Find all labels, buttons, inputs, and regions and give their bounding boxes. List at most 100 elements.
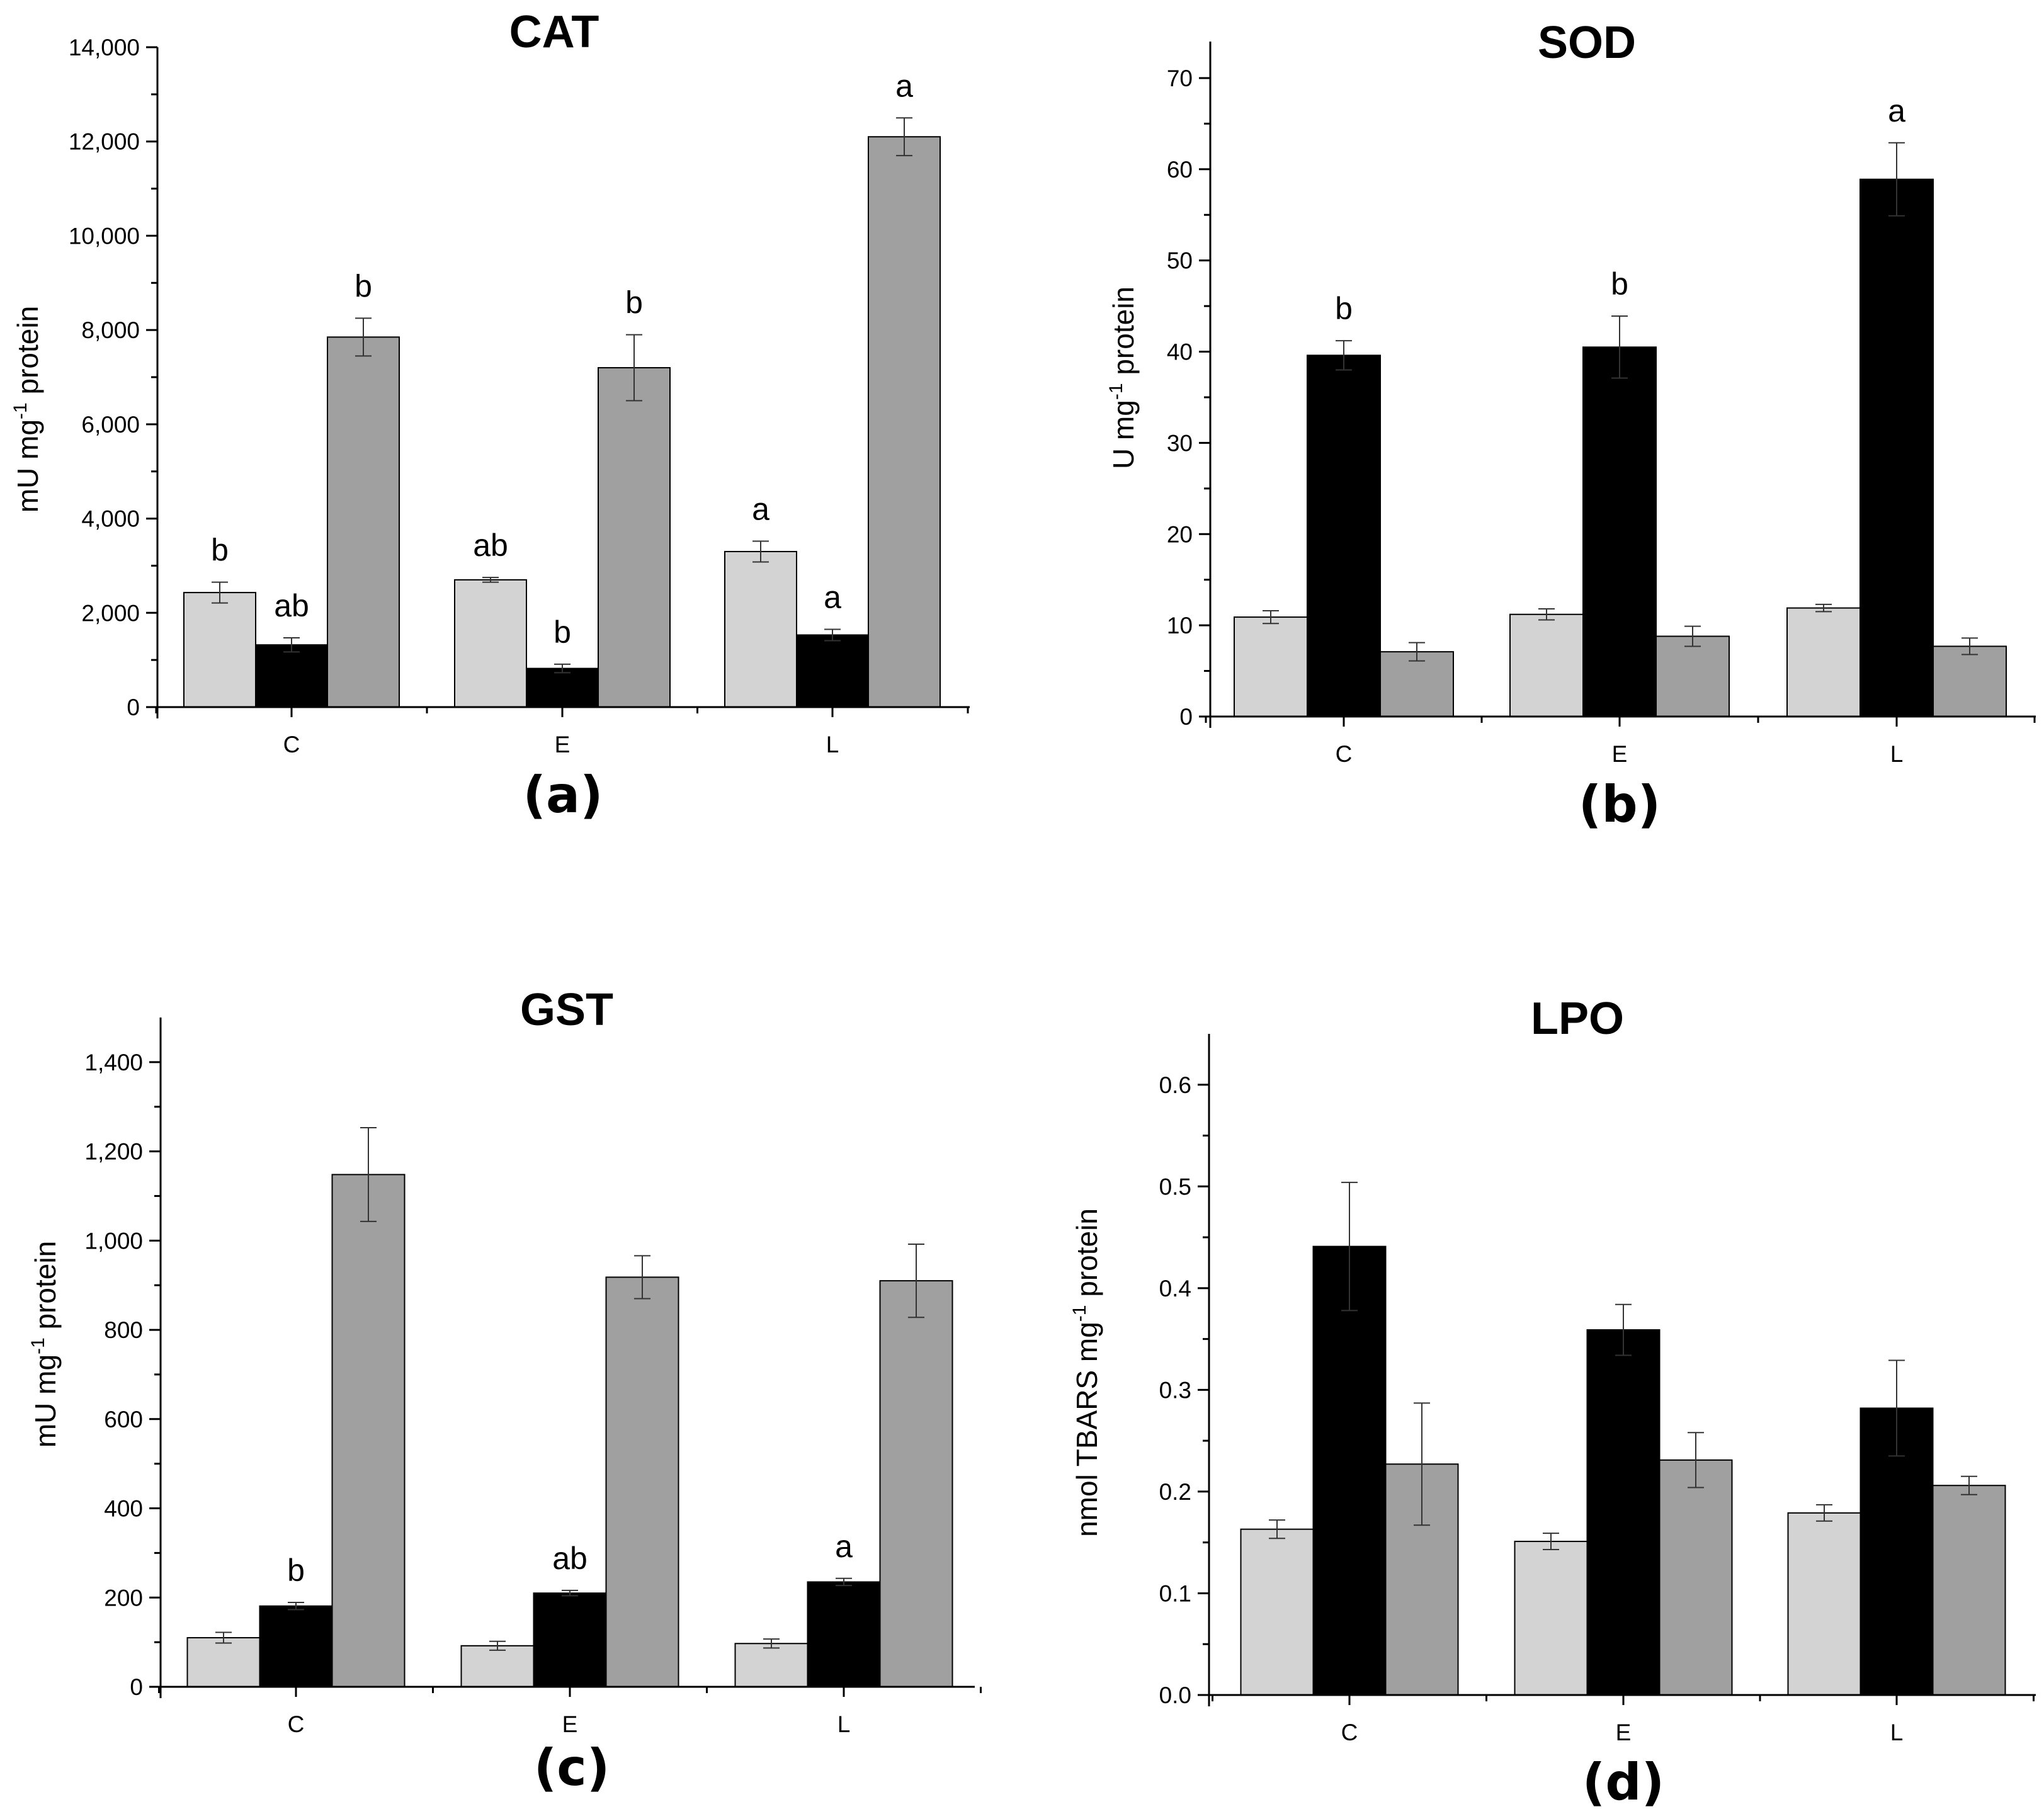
y-axis-label: U mg-1 protein: [1106, 286, 1140, 469]
significance-label: a: [752, 492, 769, 527]
x-tick-label: E: [1612, 741, 1628, 767]
y-tick-label: 10: [1167, 613, 1193, 638]
x-tick-label: C: [283, 732, 300, 757]
x-tick-label: E: [562, 1711, 578, 1737]
y-tick-label: 4,000: [81, 506, 140, 532]
y-tick-label: 0.1: [1159, 1580, 1191, 1606]
bar-e-s3: [1655, 635, 1730, 717]
y-axis-label-tail: protein: [1070, 1208, 1103, 1305]
significance-label: b: [1611, 266, 1628, 302]
x-tick-label: C: [288, 1711, 305, 1737]
bar-l-s2: [807, 1581, 881, 1688]
y-tick-label: 800: [104, 1317, 143, 1343]
x-tick-label: L: [826, 732, 839, 757]
y-axis-label-tail: protein: [11, 306, 44, 402]
bar-c-s2: [255, 644, 328, 708]
y-tick-label: 40: [1167, 339, 1193, 365]
y-tick-label: 8,000: [81, 317, 140, 343]
significance-label: a: [1888, 93, 1905, 128]
y-tick-label: 1,200: [84, 1139, 143, 1165]
bar-l-s3: [1932, 1485, 2006, 1696]
panel-label: (a): [523, 766, 603, 824]
panel-label: (d): [1582, 1753, 1664, 1811]
bar-e-s1: [454, 579, 527, 708]
bar-e-s2: [1586, 1329, 1661, 1696]
y-tick-label: 2,000: [81, 600, 140, 626]
y-tick-label: 70: [1167, 65, 1193, 91]
plot-area: b b a 0 10 20 30 40 50 60 70 C E L: [1167, 42, 2036, 767]
plot-area: b ab a 0 200 400 600 800 1,000 1,200 1,400 C E L: [84, 1018, 982, 1737]
x-tick-label: E: [1616, 1720, 1632, 1745]
panel-label: (c): [534, 1738, 610, 1797]
panel-gst: GST mU mg-1 protein b ab a 0 200 400 600 800 1,0…: [28, 985, 982, 1797]
y-tick-label: 0.2: [1159, 1479, 1191, 1505]
significance-label: b: [625, 285, 643, 320]
bar-e-s2: [1582, 346, 1657, 717]
bar-l-s2: [796, 634, 869, 708]
y-axis-label-tail: protein: [1107, 286, 1140, 383]
x-tick-label: C: [1336, 741, 1353, 767]
bar-c-s1: [186, 1637, 261, 1687]
bar-c-s3: [331, 1174, 406, 1687]
y-axis-label: mU mg-1 protein: [10, 306, 44, 513]
y-axis-label-main: mU mg: [29, 1354, 62, 1448]
y-axis-label: nmol TBARS mg-1 protein: [1069, 1208, 1103, 1537]
bar-l-s1: [724, 550, 797, 708]
bar-l-s1: [1787, 1512, 1861, 1696]
y-tick-label: 400: [104, 1496, 143, 1522]
significance-label: b: [355, 268, 372, 303]
bar-l-s3: [1933, 645, 2007, 718]
y-tick-label: 0: [127, 694, 140, 720]
y-tick-label: 0.3: [1159, 1377, 1191, 1403]
y-tick-label: 0.6: [1159, 1072, 1191, 1098]
bar-e-s2: [526, 667, 599, 708]
y-axis-label: mU mg-1 protein: [28, 1241, 62, 1448]
y-tick-label: 1,000: [84, 1228, 143, 1254]
y-axis-label-main: mU mg: [11, 419, 44, 513]
y-axis-label-main: nmol TBARS mg: [1070, 1322, 1103, 1537]
bar-e-s3: [605, 1276, 679, 1687]
significance-label: b: [211, 533, 229, 568]
panel-label: (b): [1579, 775, 1661, 834]
significance-label: a: [895, 68, 913, 103]
y-tick-label: 30: [1167, 430, 1193, 456]
y-tick-label: 50: [1167, 248, 1193, 274]
significance-label: a: [835, 1529, 853, 1564]
x-tick-label: L: [837, 1711, 851, 1737]
plot-area: 0.0 0.1 0.2 0.3 0.4 0.5 0.6 C E L: [1159, 1034, 2036, 1745]
panel-sod: SOD U mg-1 protein b b a 0 10 20 30 40 50 60 70 C E L…: [1106, 18, 2036, 834]
bar-e-s2: [533, 1592, 607, 1687]
significance-label: b: [554, 615, 571, 650]
significance-label: b: [1335, 291, 1353, 326]
panel-lpo: LPO nmol TBARS mg-1 protein 0.0 0.1 0.2 0.3…: [1069, 994, 2036, 1811]
y-tick-label: 0: [1179, 704, 1193, 730]
bar-c-s3: [1380, 651, 1454, 718]
x-tick-label: L: [1890, 1720, 1904, 1745]
y-tick-label: 600: [104, 1407, 143, 1432]
y-tick-label: 12,000: [69, 129, 140, 155]
chart-title: SOD: [1538, 18, 1636, 68]
bar-e-s3: [1659, 1459, 1733, 1696]
y-tick-label: 0: [130, 1674, 143, 1700]
bar-c-s2: [1307, 354, 1381, 717]
y-axis-label-tail: protein: [29, 1241, 62, 1337]
y-tick-label: 6,000: [81, 412, 140, 438]
bar-l-s3: [879, 1280, 953, 1687]
y-axis-label-sup: -1: [1106, 383, 1127, 400]
bar-c-s2: [259, 1605, 333, 1688]
significance-label: ab: [473, 528, 508, 563]
bar-l-s2: [1859, 178, 1934, 717]
y-axis-label-sup: -1: [28, 1337, 48, 1354]
chart-title: CAT: [509, 7, 599, 57]
y-tick-label: 14,000: [69, 35, 140, 60]
y-axis-label-sup: -1: [10, 402, 31, 419]
bar-e-s1: [1509, 613, 1584, 717]
bar-c-s1: [1240, 1528, 1314, 1696]
bar-l-s1: [734, 1643, 809, 1687]
bar-c-s3: [327, 336, 400, 708]
bar-l-s3: [868, 136, 941, 708]
significance-label: a: [824, 579, 841, 615]
